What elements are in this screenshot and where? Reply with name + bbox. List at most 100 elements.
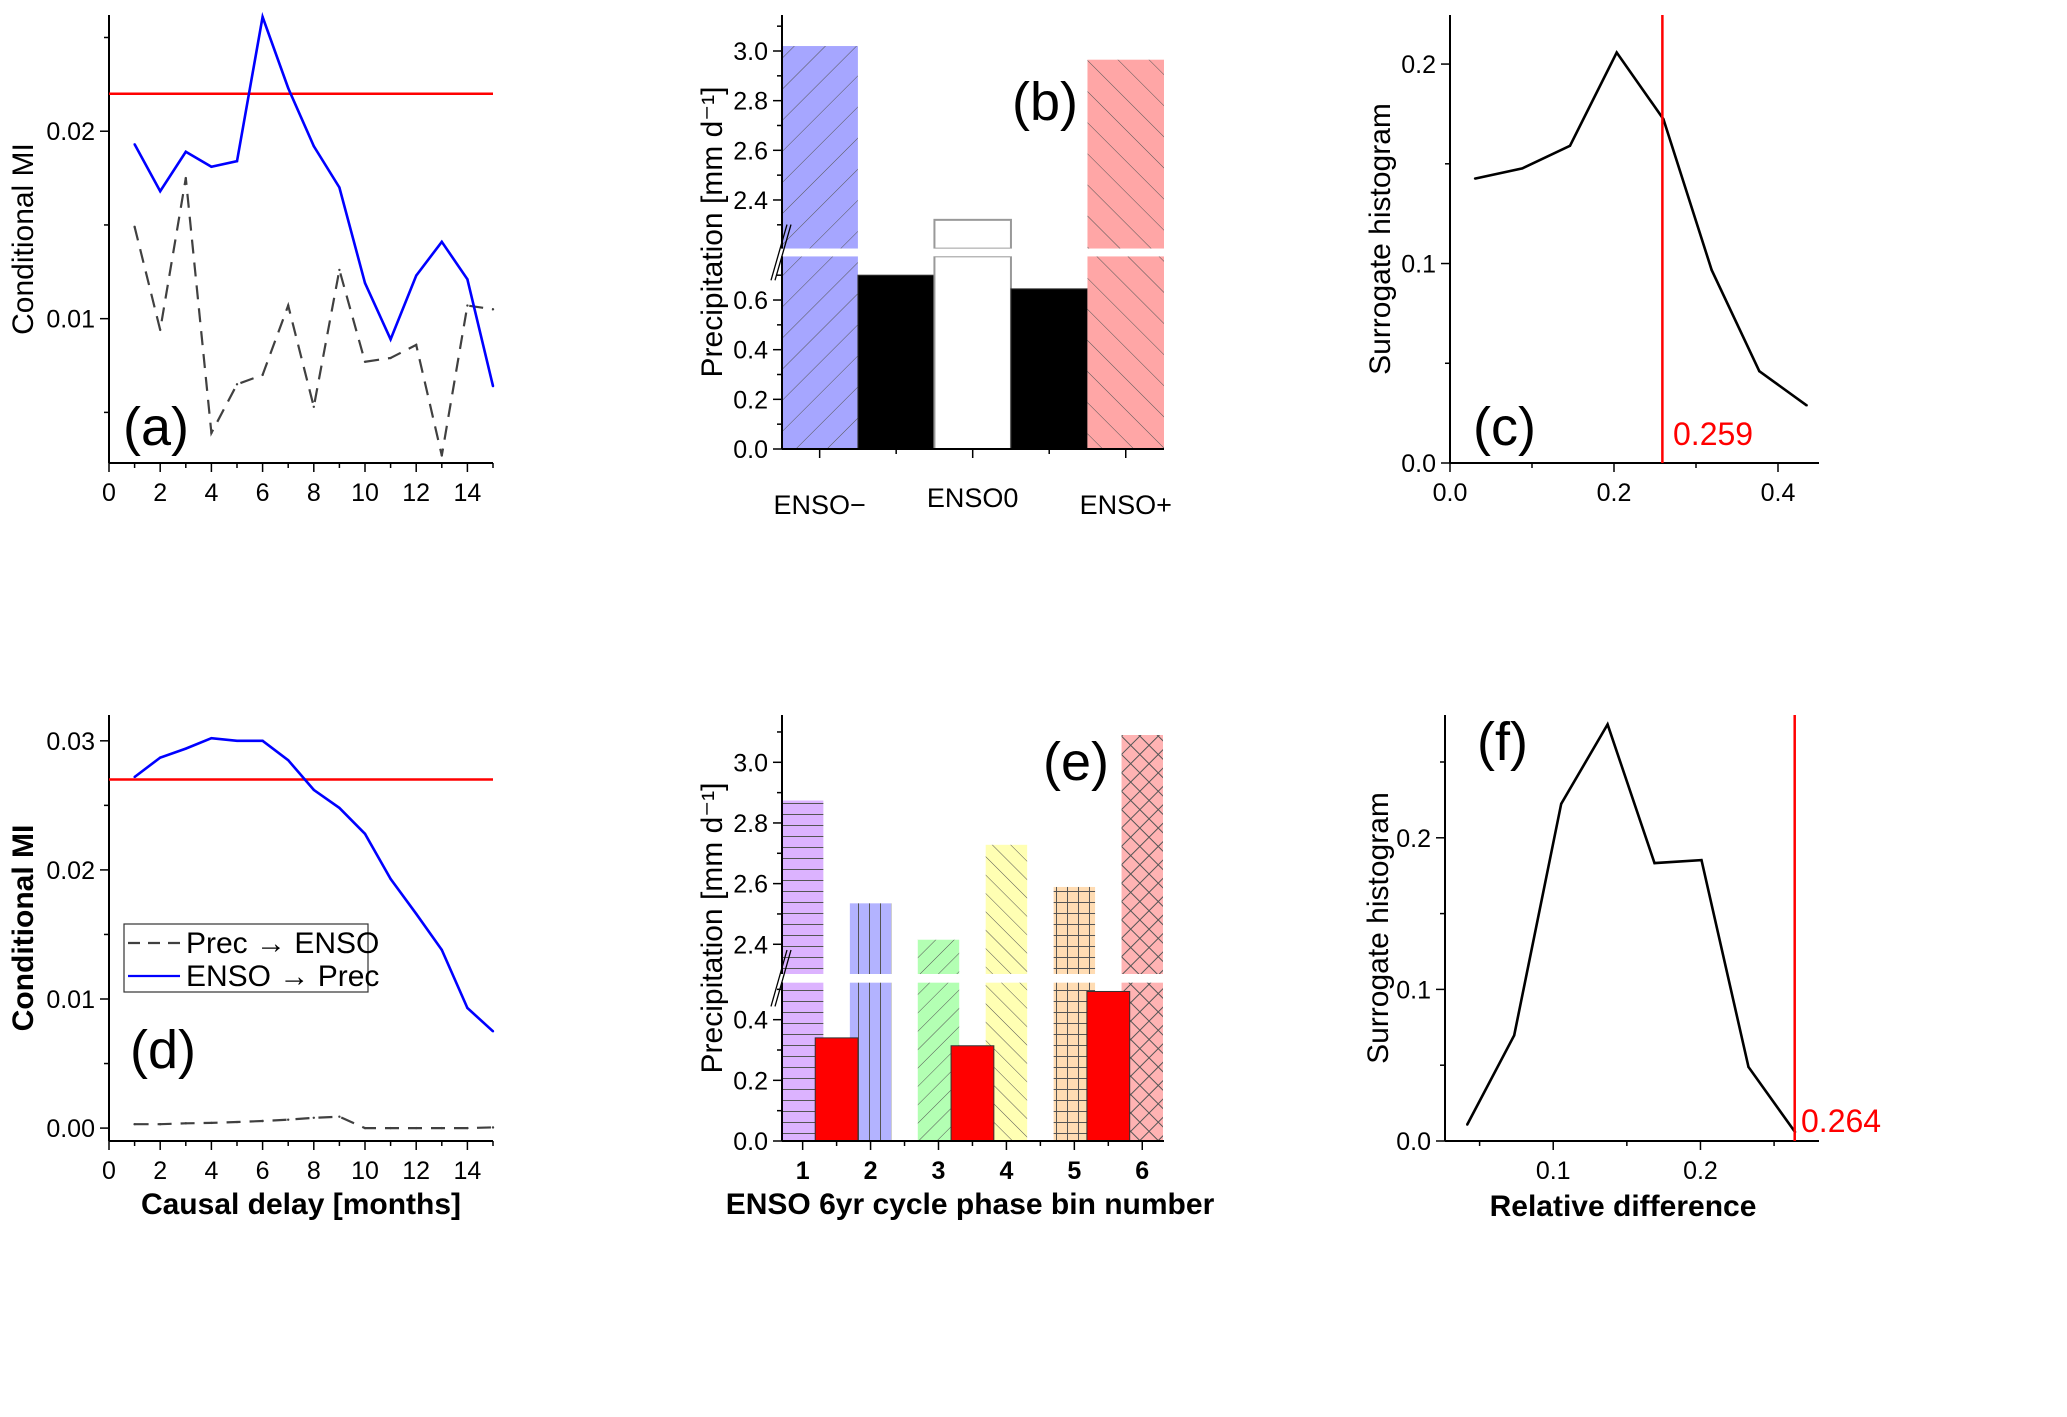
bar — [781, 800, 824, 1141]
series-line-1 — [134, 1115, 494, 1130]
axis-break-gap — [780, 974, 1166, 983]
y-tick-label: 2.6 — [733, 137, 768, 165]
panel-e: 0.0 0.2 0.4 2.4 2.6 2.8 3.0 1 2 3 4 5 6 Precipitation… — [696, 715, 1215, 1221]
data-point — [338, 186, 341, 189]
y-tick-label: 0.0 — [1396, 1128, 1431, 1156]
y-tick-label: 2.8 — [733, 88, 768, 116]
axis-break-mark — [770, 949, 788, 1007]
panel-label: (c) — [1473, 397, 1536, 457]
x-tick-label: 4 — [204, 479, 218, 507]
bar — [1087, 59, 1164, 449]
panel-label: (d) — [130, 1020, 196, 1080]
data-point — [184, 150, 187, 154]
y-tick-label: 0.6 — [733, 287, 768, 315]
bar-rect — [857, 274, 935, 450]
data-point — [159, 190, 162, 193]
data-point — [1473, 177, 1477, 180]
x-tick-label: 2 — [153, 1157, 167, 1185]
data-point — [235, 739, 239, 743]
bar-lower-segment — [781, 256, 858, 449]
data-point — [287, 1118, 290, 1121]
y-tick-label: 0.2 — [1401, 51, 1436, 79]
y-tick-label: 0.01 — [46, 306, 95, 334]
data-point — [440, 454, 443, 457]
data-point — [363, 832, 367, 835]
y-tick-label: 2.4 — [733, 187, 768, 215]
data-point — [466, 1006, 469, 1010]
bar — [781, 46, 858, 449]
data-point — [1653, 861, 1656, 865]
bar-rect — [950, 1045, 995, 1142]
x-tick-label: 0.2 — [1597, 479, 1632, 507]
data-point — [338, 268, 341, 272]
x-tick-label: 0 — [102, 1157, 116, 1185]
panel-label: (b) — [1012, 72, 1078, 132]
y-axis-title: Precipitation [mm d⁻¹] — [696, 783, 729, 1074]
y-tick-label: 0.4 — [733, 1007, 768, 1035]
bar — [814, 1037, 859, 1142]
y-tick-label: 0.1 — [1401, 251, 1436, 279]
data-point — [415, 343, 418, 347]
series-line-1 — [133, 177, 494, 456]
panel-d: 0.00 0.01 0.02 0.03 0 2 4 6 8 10 12 14 Prec → ENSOEN… — [7, 715, 495, 1221]
data-point — [312, 788, 315, 792]
data-point — [210, 431, 213, 435]
y-tick-label: 0.2 — [733, 386, 768, 414]
data-point — [210, 165, 213, 169]
y-tick-label: 0.0 — [1401, 450, 1436, 478]
data-point — [235, 383, 239, 386]
data-point — [389, 1126, 392, 1130]
axis-break-mark — [770, 224, 788, 281]
data-point — [210, 737, 213, 740]
series-line-1 — [1474, 49, 1808, 407]
data-point — [1559, 802, 1563, 806]
x-tick-label: 8 — [307, 479, 321, 507]
data-point — [261, 1119, 264, 1123]
bar-upper-segment — [917, 939, 960, 975]
data-point — [133, 1123, 136, 1126]
panel-label: (e) — [1043, 732, 1109, 792]
bar-upper-segment — [933, 218, 1012, 250]
x-tick-label: 0.4 — [1761, 479, 1796, 507]
data-point — [363, 1126, 367, 1130]
y-tick-label: 3.0 — [733, 749, 768, 777]
panel-f: 0.0 0.1 0.2 0.1 0.2 0.264 Surrogate histogram R… — [1362, 712, 1881, 1223]
y-axis-title: Conditional MI — [7, 143, 40, 335]
data-point — [1606, 723, 1609, 726]
y-tick-label: 0.01 — [46, 986, 95, 1014]
bar-upper-segment — [1087, 59, 1164, 249]
x-tick-label: 10 — [351, 1157, 379, 1185]
bar-rect — [814, 1037, 859, 1142]
data-point — [491, 308, 495, 311]
series-line-1 — [1466, 721, 1797, 1133]
x-tick-label: 0.2 — [1683, 1157, 1718, 1185]
x-tick-label: 6 — [256, 479, 270, 507]
axis-break-gap — [778, 248, 786, 257]
data-point — [261, 15, 264, 19]
axis-break-mark — [774, 949, 792, 1007]
data-point — [466, 278, 469, 281]
data-point — [312, 405, 315, 408]
y-tick-label: 0.03 — [46, 728, 95, 756]
data-point — [287, 86, 290, 90]
y-tick-label: 0.4 — [733, 337, 768, 365]
data-point — [440, 1126, 443, 1130]
x-category-label: ENSO− — [774, 490, 866, 520]
y-tick-label: 0.1 — [1396, 976, 1431, 1004]
x-tick-label: 2 — [864, 1157, 878, 1185]
data-point — [159, 328, 162, 332]
data-point — [184, 747, 187, 750]
x-tick-label: 4 — [204, 1157, 218, 1185]
data-point — [210, 1121, 213, 1125]
x-tick-label: 0.1 — [1536, 1157, 1571, 1185]
data-point — [159, 1123, 162, 1126]
data-point — [440, 948, 443, 952]
panel-label: (f) — [1477, 712, 1528, 772]
y-tick-label: 0.2 — [733, 1067, 768, 1095]
panel-c: 0.0 0.1 0.2 0.0 0.2 0.4 0.259 Surrogate histogr… — [1364, 15, 1819, 507]
x-tick-label: 5 — [1067, 1157, 1081, 1185]
data-point — [133, 143, 136, 146]
x-axis-title: ENSO 6yr cycle phase bin number — [726, 1188, 1215, 1221]
data-point — [1805, 404, 1808, 407]
